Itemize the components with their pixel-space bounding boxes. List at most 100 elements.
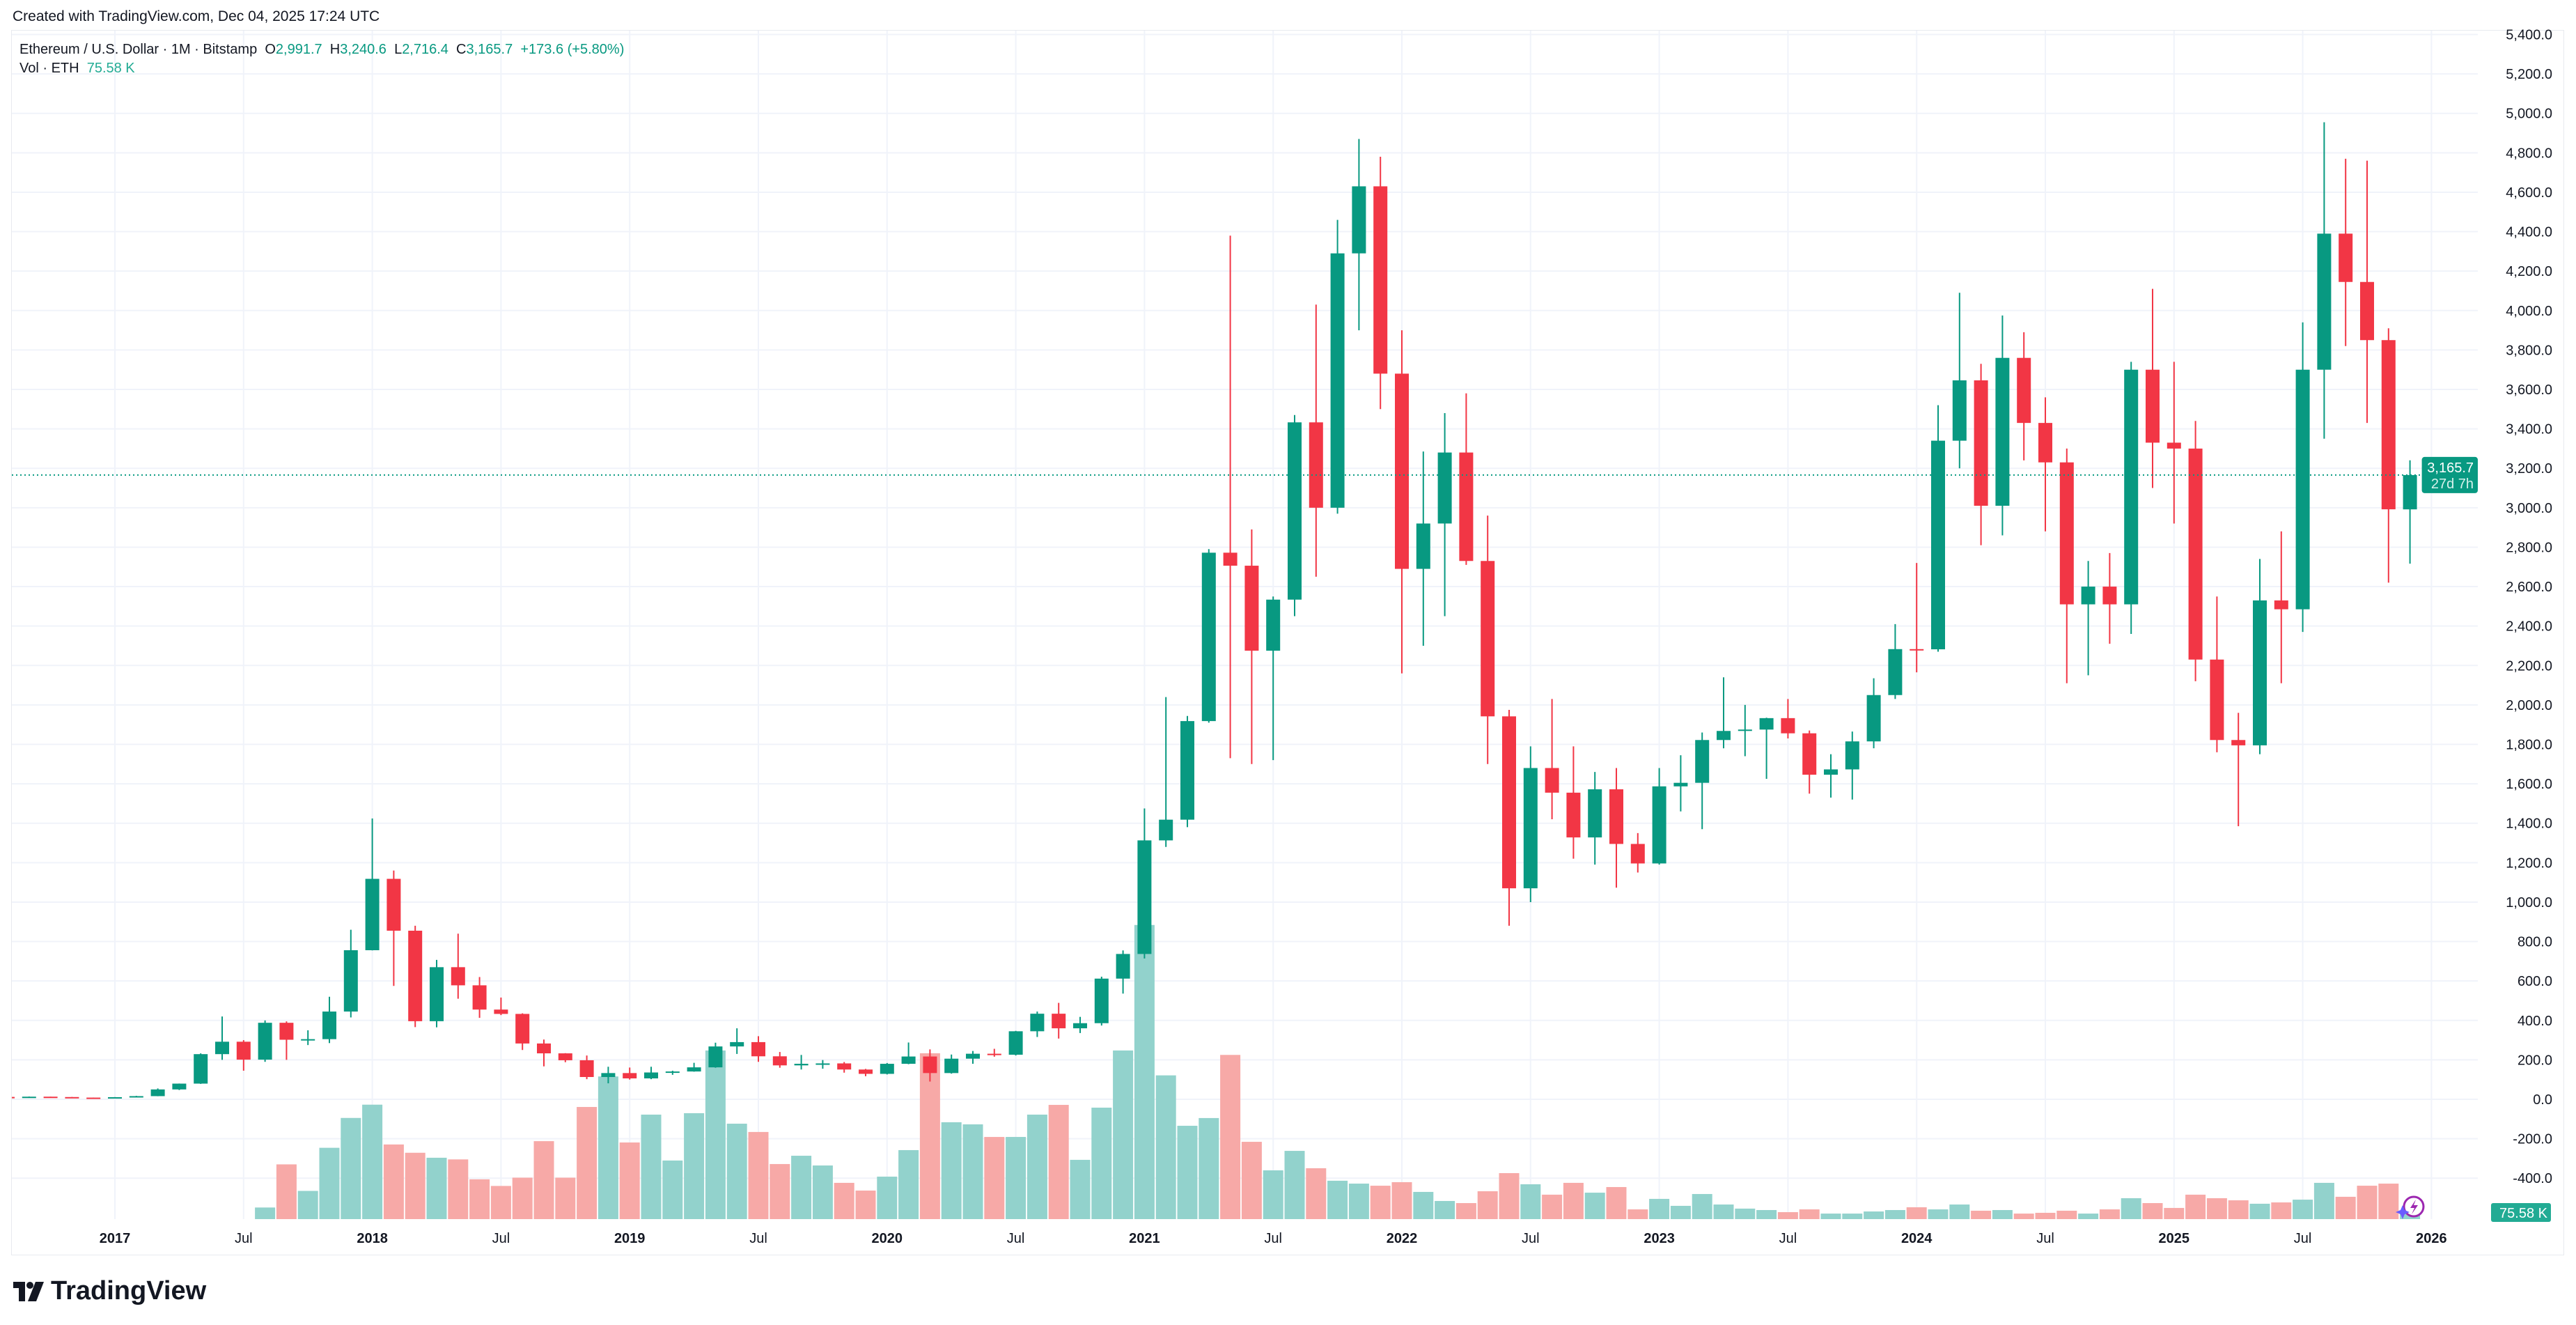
candle-body [236,1041,251,1060]
candle-body [623,1073,637,1078]
candle-body [1416,523,1430,569]
candle-body [1244,566,1259,651]
price-tick-label: 2,800.0 [2506,540,2552,555]
volume-bar [812,1165,833,1219]
volume-bar [1906,1207,1927,1219]
time-tick-label: Jul [235,1231,253,1246]
candle-body [2146,369,2160,443]
time-tick-label: 2025 [2159,1231,2190,1246]
volume-bar [1113,1050,1134,1219]
volume-bar [1735,1208,1756,1219]
volume-bar [469,1179,490,1219]
volume-bar [1391,1181,1412,1219]
candle-body [430,967,444,1021]
change-value: +173.6 (+5.80%) [520,42,625,57]
tradingview-logo[interactable]: TradingView [13,1276,206,1306]
volume-bar [362,1104,383,1219]
volume-bar [1649,1198,1670,1219]
volume-bar [426,1157,447,1219]
volume-bar [641,1115,662,1219]
tradingview-logo-icon [13,1281,44,1301]
volume-bar [1584,1193,1605,1219]
volume-bar [898,1149,919,1219]
tradingview-wordmark: TradingView [51,1276,207,1305]
candle-body [301,1039,315,1041]
volume-bar [555,1177,576,1219]
candle-body [880,1064,894,1074]
candle-body [387,878,401,931]
candle-body [1845,741,1859,770]
candle-body [515,1014,530,1044]
candle-body [2231,740,2246,745]
price-axis[interactable]: -400.0 -200.0 0.0 200.0 400.0 600.0 800.0 1,000… [2506,28,2552,1187]
candle-body [665,1071,680,1074]
volume-bar [490,1186,511,1219]
volume-bar [598,1076,618,1219]
candle-body [1502,716,1516,889]
chart-pane[interactable] [11,30,2564,1255]
candle-body [22,1097,36,1099]
candle-body [751,1041,765,1057]
time-tick-label: Jul [749,1231,767,1246]
candle-body [794,1064,809,1066]
volume-bar [2357,1186,2378,1219]
candle-body [1266,599,1281,651]
candle-body [537,1043,551,1054]
candle-body [65,1097,79,1099]
grid-lines [12,31,2478,1219]
candle-body [2403,474,2417,510]
volume-bar [1842,1214,1863,1219]
candle-body [1180,721,1194,820]
volume-bar [726,1124,747,1219]
volume-legend-row: Vol · ETH 75.58 K [19,59,624,78]
price-tick-label: 2,600.0 [2506,580,2552,595]
time-axis[interactable]: 2017 Jul 2018 Jul 2019 Jul 2020 Jul 2021 Jul 2022 J… [100,1231,2447,1246]
price-tick-label: 4,200.0 [2506,264,2552,279]
candle-body [322,1012,336,1039]
time-tick-label: 2021 [1129,1231,1160,1246]
volume-bar [1134,924,1155,1219]
volume-bar [2378,1184,2399,1219]
candle-body [644,1072,658,1078]
candle-body [12,1097,15,1099]
price-tick-label: -400.0 [2513,1171,2552,1186]
time-tick-label: 2019 [614,1231,646,1246]
candle-body [108,1097,122,1099]
symbol-title[interactable]: Ethereum / U.S. Dollar · 1M · Bitstamp [19,42,258,57]
candle-body [1974,380,1988,506]
candle-body [1824,769,1838,775]
time-tick-label: 2026 [2416,1231,2447,1246]
candle-body [772,1056,787,1066]
candle-body [1137,840,1152,954]
candle-body [687,1067,701,1072]
ai-assistant-icon[interactable] [2396,1195,2425,1219]
candle-body [43,1097,58,1099]
candle-body [1545,768,1559,793]
candle-body [86,1097,101,1099]
volume-bar [2313,1182,2334,1219]
volume-bar [512,1177,533,1219]
volume-label[interactable]: Vol · ETH [19,61,79,76]
created-with-caption: Created with TradingView.com, Dec 04, 20… [13,8,380,24]
time-tick-label: Jul [1007,1231,1025,1246]
candle-body [579,1060,594,1078]
candle-body [1309,422,1323,508]
candle-body [859,1069,873,1074]
candle-body [1073,1023,1087,1029]
price-tick-label: 1,000.0 [2506,895,2552,911]
open-label: O [265,42,276,57]
volume-bar [1713,1204,1734,1219]
volume-bar [2185,1194,2206,1219]
volume-bar [319,1147,340,1219]
volume-bar [2206,1198,2227,1219]
candle-body [343,950,358,1012]
volume-bar [1048,1105,1069,1219]
candle-body [1588,789,1602,838]
volume-bar [1263,1170,1283,1219]
candle-body [966,1053,980,1059]
time-tick-label: Jul [1264,1231,1282,1246]
volume-bar [448,1159,469,1219]
price-tick-label: 5,400.0 [2506,28,2552,43]
open-value: 2,991.7 [275,42,322,57]
